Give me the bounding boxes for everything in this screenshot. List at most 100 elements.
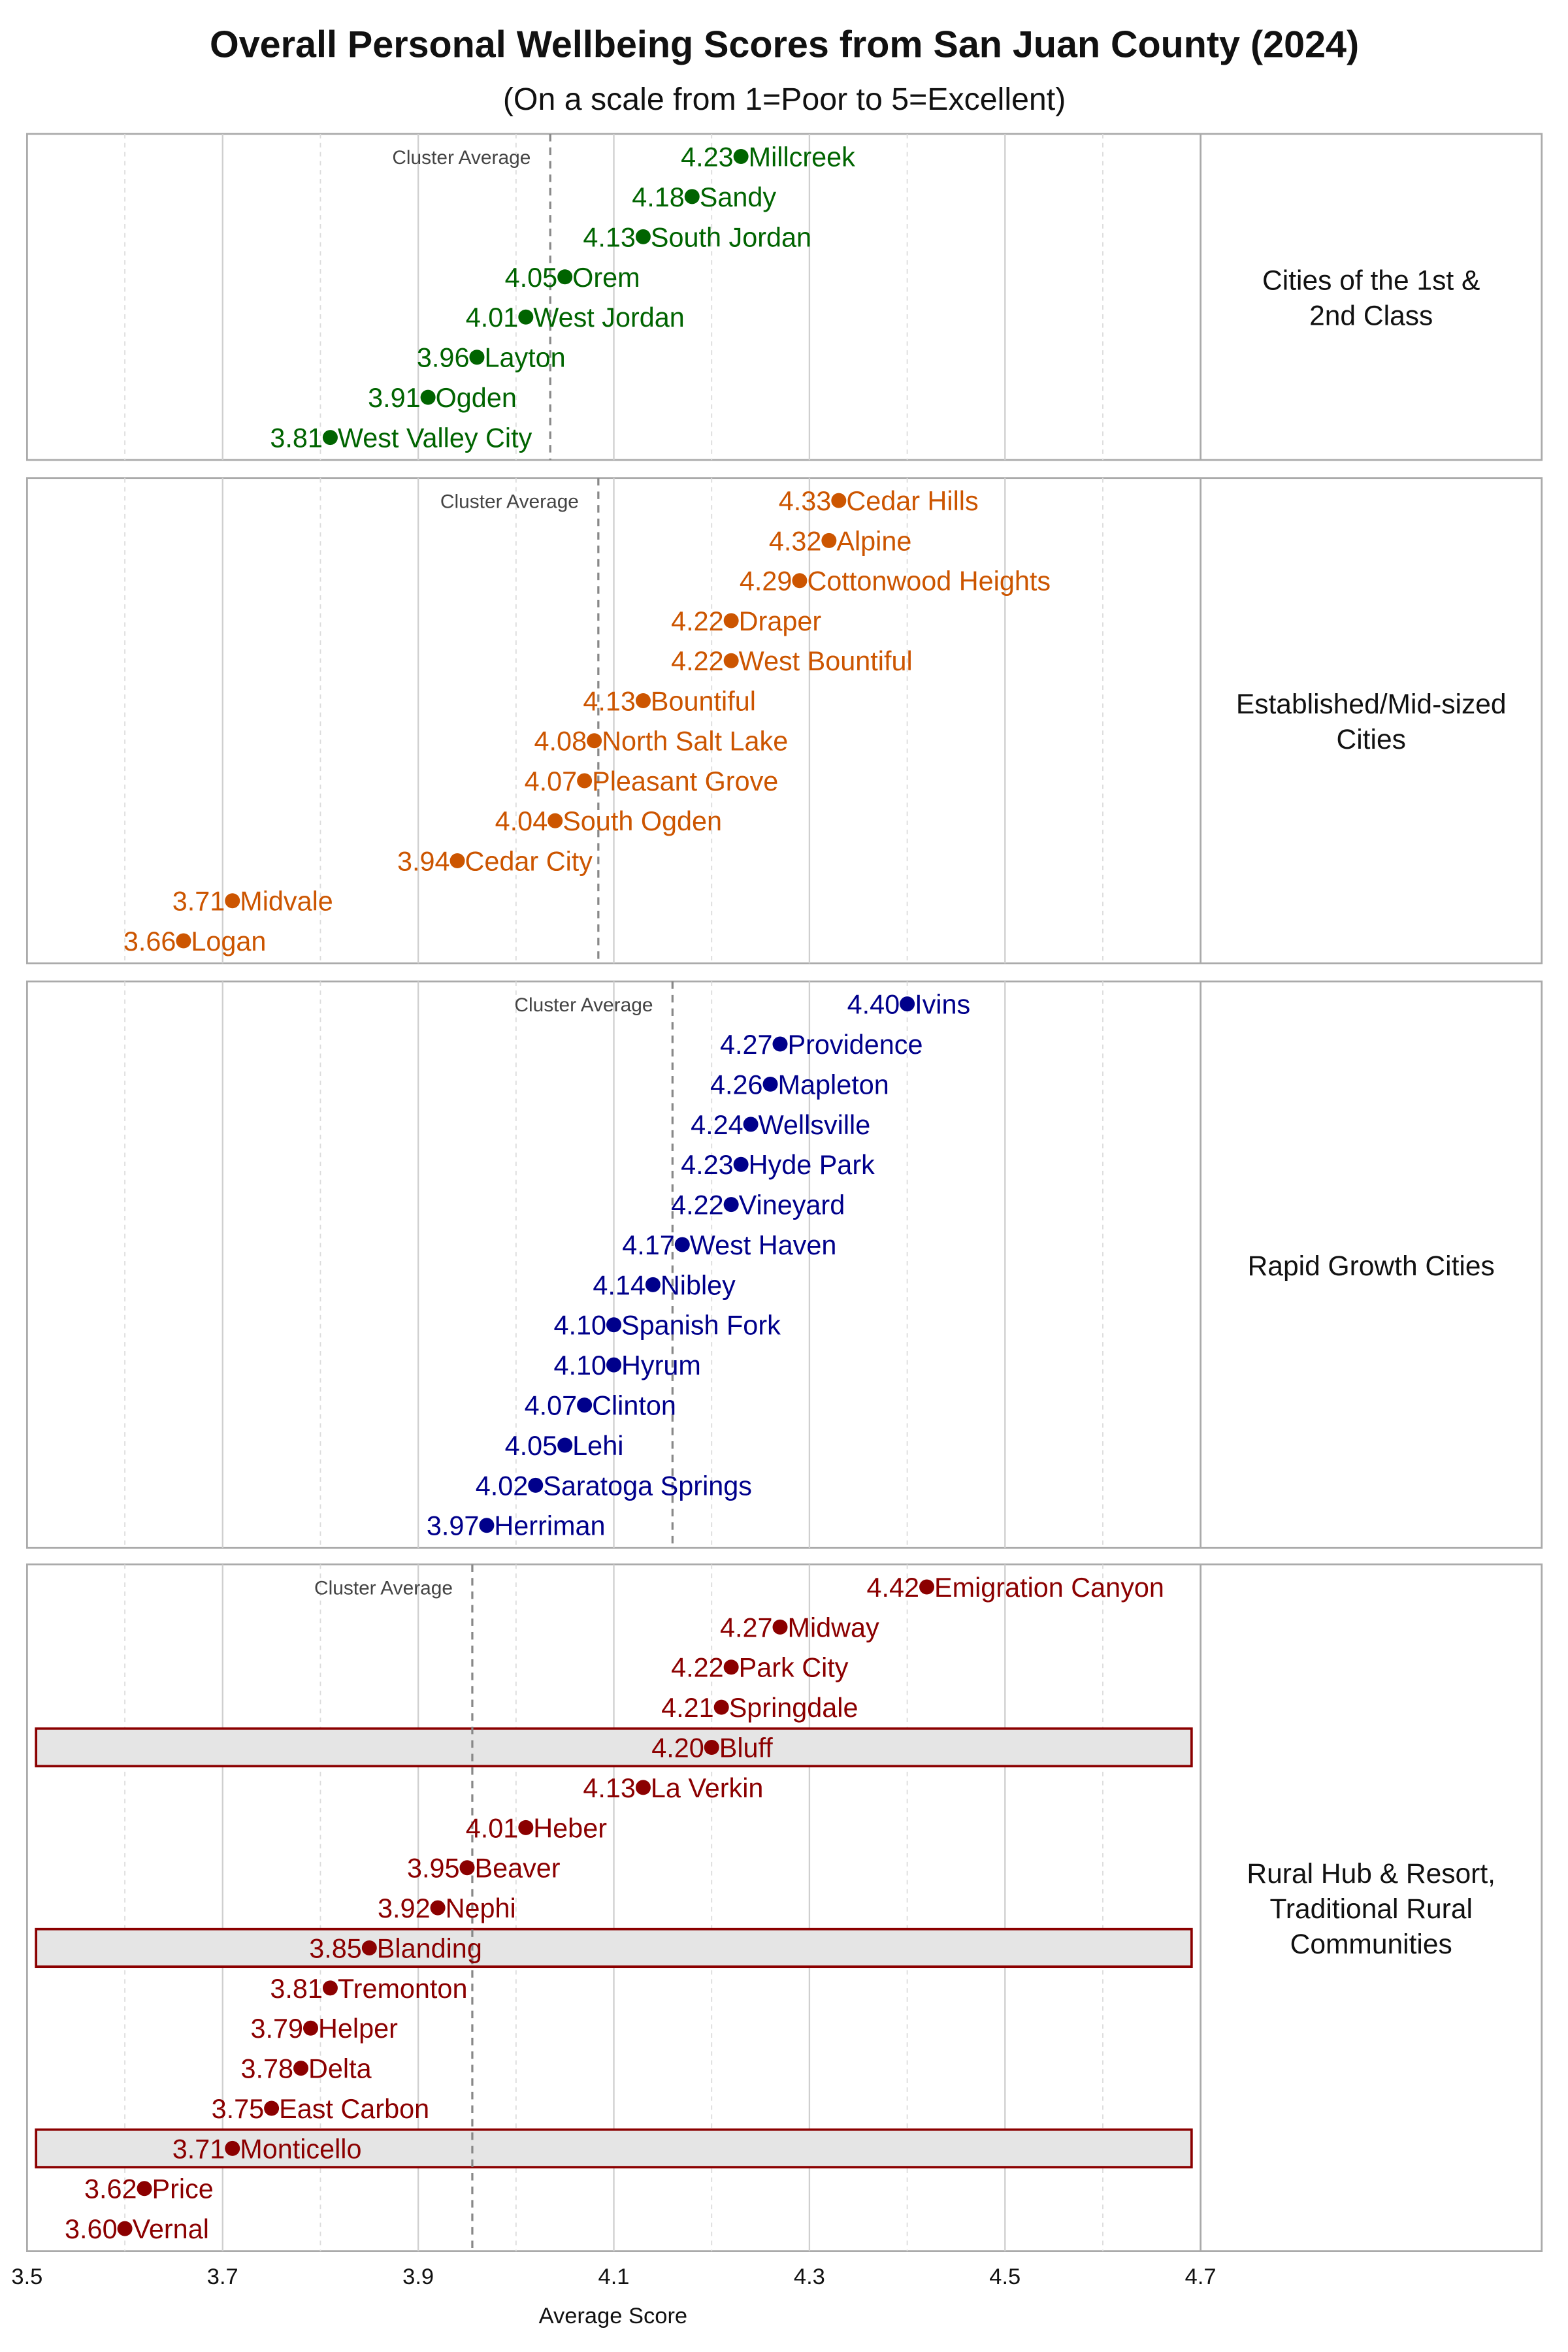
data-value-label: 4.22 xyxy=(671,646,724,676)
data-point xyxy=(225,2140,240,2156)
data-value-label: 3.92 xyxy=(378,1893,431,1923)
panel-frame xyxy=(26,980,1543,1549)
data-point xyxy=(733,1156,749,1172)
city-label: West Jordan xyxy=(533,302,685,333)
data-value-label: 3.71 xyxy=(172,887,225,917)
city-label: Price xyxy=(152,2174,214,2204)
data-point xyxy=(733,148,749,164)
cluster-average-label: Cluster Average xyxy=(440,491,579,513)
data-value-label: 4.29 xyxy=(740,566,792,596)
data-value-label: 4.02 xyxy=(476,1471,529,1501)
data-value-label: 4.33 xyxy=(779,486,832,516)
city-label: Cottonwood Heights xyxy=(807,566,1051,596)
city-label: South Jordan xyxy=(651,222,811,252)
city-label: Nephi xyxy=(446,1893,516,1923)
city-label: Cedar City xyxy=(465,846,593,876)
data-value-label: 3.78 xyxy=(240,2054,293,2084)
data-value-label: 4.22 xyxy=(671,1653,724,1683)
city-label: Midvale xyxy=(240,887,333,917)
data-value-label: 3.71 xyxy=(172,2134,225,2164)
data-value-label: 4.10 xyxy=(553,1311,606,1341)
data-point xyxy=(176,933,191,949)
city-label: Midway xyxy=(788,1612,880,1642)
data-point xyxy=(635,693,651,708)
data-point xyxy=(361,1940,377,1955)
cluster-average-label: Cluster Average xyxy=(392,147,531,169)
city-label: Spanish Fork xyxy=(621,1311,781,1341)
city-label: Emigration Canyon xyxy=(934,1573,1164,1603)
data-value-label: 4.22 xyxy=(671,1190,724,1220)
data-point xyxy=(302,2020,318,2036)
city-label: Herriman xyxy=(494,1511,605,1541)
city-label: Bountiful xyxy=(651,686,756,716)
data-value-label: 3.95 xyxy=(407,1854,460,1884)
city-label: Bluff xyxy=(719,1733,774,1763)
city-label: Draper xyxy=(739,606,822,636)
data-point xyxy=(635,229,651,244)
cluster-label: Rapid Growth Cities xyxy=(1248,1250,1495,1282)
x-tick-label: 4.1 xyxy=(598,2264,630,2289)
data-value-label: 4.27 xyxy=(720,1612,773,1642)
data-point xyxy=(723,1197,739,1213)
city-label: Sandy xyxy=(700,182,777,212)
chart-subtitle: (On a scale from 1=Poor to 5=Excellent) xyxy=(503,82,1066,117)
data-value-label: 4.18 xyxy=(632,182,685,212)
data-point xyxy=(606,1357,622,1373)
data-value-label: 3.79 xyxy=(250,2014,303,2044)
city-label: Heber xyxy=(533,1813,607,1843)
city-label: Ogden xyxy=(436,383,517,413)
data-point xyxy=(743,1117,759,1132)
city-label: Wellsville xyxy=(759,1110,871,1140)
data-point xyxy=(723,613,739,629)
data-point xyxy=(137,2181,152,2197)
city-label: Helper xyxy=(318,2014,398,2044)
city-label: North Salt Lake xyxy=(602,727,788,757)
data-point xyxy=(322,430,338,446)
data-point xyxy=(557,1437,573,1453)
data-value-label: 4.32 xyxy=(769,526,822,556)
data-point xyxy=(479,1518,495,1533)
city-label: Springdale xyxy=(729,1693,858,1723)
chart-title: Overall Personal Wellbeing Scores from S… xyxy=(210,24,1359,66)
x-axis-label: Average Score xyxy=(539,2304,687,2328)
data-point xyxy=(459,1860,475,1876)
city-label: West Valley City xyxy=(338,423,532,453)
city-label: Park City xyxy=(739,1653,849,1683)
cluster-label: Established/Mid-sized xyxy=(1236,689,1507,720)
panel-frame xyxy=(26,477,1543,964)
city-label: Ivins xyxy=(915,990,970,1020)
cluster-label: Traditional Rural xyxy=(1269,1893,1472,1925)
data-value-label: 3.94 xyxy=(397,846,450,876)
data-point xyxy=(587,733,602,749)
cluster-panel: Rural Hub & Resort, Traditional Rural Comm… xyxy=(26,1563,1543,2252)
highlight-box xyxy=(35,1927,1193,1968)
data-point xyxy=(723,653,739,668)
x-axis-ticks: 3.5 3.7 3.9 4.1 4.3 4.5 4.7 xyxy=(11,2264,1216,2289)
city-label: Logan xyxy=(191,926,266,956)
data-value-label: 4.22 xyxy=(671,606,724,636)
data-value-label: 4.13 xyxy=(583,1773,636,1803)
data-point xyxy=(117,2221,133,2236)
city-label: West Haven xyxy=(690,1230,837,1260)
data-point xyxy=(557,269,573,285)
data-point xyxy=(577,773,593,789)
data-value-label: 4.23 xyxy=(681,1150,734,1180)
data-value-label: 4.07 xyxy=(525,1391,578,1421)
data-point xyxy=(518,309,534,325)
data-point xyxy=(430,1900,446,1916)
cluster-panel: Established/Mid-sized Cities Cluster Avera… xyxy=(26,477,1543,964)
city-label: Delta xyxy=(308,2054,372,2084)
panel-frame xyxy=(26,133,1543,461)
cluster-average-label: Cluster Average xyxy=(514,994,653,1016)
data-point xyxy=(293,2061,309,2076)
city-label: Vineyard xyxy=(739,1190,845,1220)
data-value-label: 3.60 xyxy=(65,2214,118,2244)
city-label: Orem xyxy=(572,263,640,293)
data-value-label: 3.91 xyxy=(368,383,421,413)
data-value-label: 4.20 xyxy=(651,1733,704,1763)
cluster-label: Cities xyxy=(1337,724,1406,755)
data-point xyxy=(772,1036,788,1052)
data-value-label: 4.40 xyxy=(847,990,900,1020)
city-label: West Bountiful xyxy=(739,646,913,676)
data-value-label: 4.05 xyxy=(505,1431,558,1461)
